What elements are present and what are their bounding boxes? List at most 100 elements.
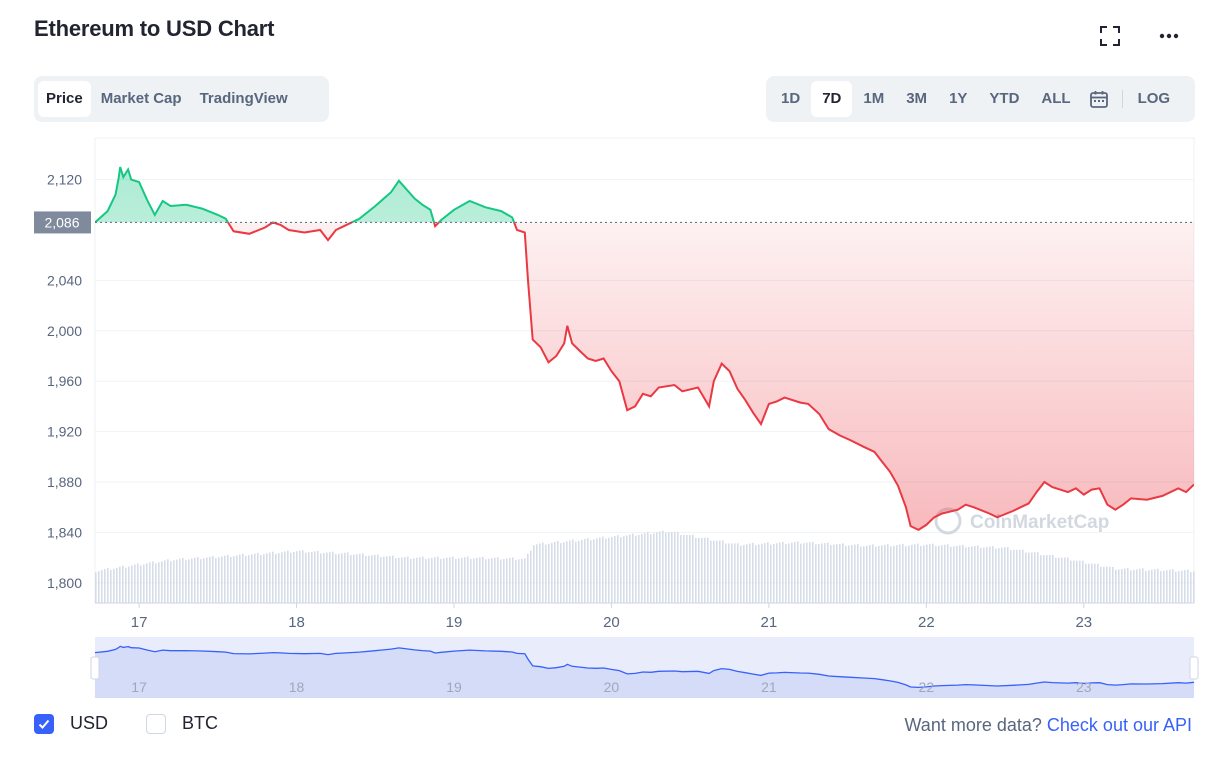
volume-bar	[725, 543, 727, 603]
volume-bar	[413, 558, 415, 603]
volume-bar	[818, 543, 820, 603]
volume-bar	[902, 543, 904, 603]
range-ytd[interactable]: YTD	[989, 90, 1020, 107]
volume-bar	[461, 557, 463, 603]
volume-bar	[599, 537, 601, 603]
calendar-icon[interactable]	[1088, 81, 1110, 117]
volume-bar	[479, 557, 481, 603]
range-1m[interactable]: 1M	[863, 90, 885, 107]
volume-bar	[530, 550, 532, 603]
x-tick-label: 21	[761, 614, 778, 631]
volume-bar	[689, 534, 691, 603]
volume-bar	[443, 558, 445, 603]
volume-bar	[1100, 566, 1102, 603]
range-3m[interactable]: 3M	[906, 90, 928, 107]
tab-tradingview[interactable]: TradingView	[199, 90, 288, 107]
volume-bar	[776, 543, 778, 603]
volume-bar	[608, 537, 610, 603]
volume-bar	[1178, 571, 1180, 603]
navigator-tick-label: 17	[131, 679, 147, 695]
volume-bar	[650, 534, 652, 603]
baseline-badge	[34, 211, 91, 234]
volume-bar	[941, 545, 943, 603]
volume-bar	[890, 546, 892, 603]
y-tick-label: 2,000	[47, 323, 82, 339]
volume-bar	[851, 545, 853, 603]
navigator-handle-right[interactable]	[1189, 656, 1199, 680]
volume-bar	[263, 554, 265, 603]
volume-bar	[401, 557, 403, 603]
volume-bar	[920, 545, 922, 603]
volume-bar	[458, 558, 460, 603]
volume-bar	[938, 545, 940, 603]
tab-market-cap[interactable]: Market Cap	[100, 90, 182, 107]
volume-bar	[1079, 560, 1081, 603]
volume-bar	[242, 553, 244, 603]
volume-bar	[899, 544, 901, 603]
volume-bar	[548, 543, 550, 603]
volume-bar	[317, 550, 319, 603]
volume-bar	[644, 533, 646, 603]
volume-bar	[1154, 569, 1156, 603]
more-icon[interactable]	[1156, 22, 1184, 50]
volume-bar	[629, 534, 631, 603]
volume-bar	[950, 546, 952, 603]
volume-bar	[422, 556, 424, 603]
range-1d[interactable]: 1D	[781, 90, 801, 107]
usd-checkbox[interactable]	[34, 713, 54, 734]
volume-bar	[659, 531, 661, 603]
volume-bar	[155, 563, 157, 603]
volume-bar	[611, 536, 613, 603]
range-7d[interactable]: 7D	[811, 81, 853, 117]
volume-bar	[605, 538, 607, 603]
volume-bar	[206, 557, 208, 603]
volume-bar	[932, 543, 934, 603]
btc-checkbox[interactable]	[146, 713, 167, 734]
volume-bar	[209, 556, 211, 603]
volume-bar	[638, 534, 640, 603]
price-line-down	[95, 222, 1194, 532]
volume-bar	[704, 537, 706, 603]
navigator-tick-label: 23	[1076, 679, 1092, 695]
volume-bar	[218, 557, 220, 603]
volume-bar	[332, 551, 334, 603]
volume-bar	[185, 560, 187, 603]
tab-price[interactable]: Price	[38, 81, 91, 117]
volume-bar	[179, 558, 181, 603]
log-toggle[interactable]: LOG	[1137, 90, 1171, 107]
volume-bar	[344, 552, 346, 603]
volume-bar	[680, 535, 682, 603]
range-all[interactable]: ALL	[1041, 90, 1071, 107]
expand-icon[interactable]	[1096, 22, 1124, 50]
volume-bar	[1166, 570, 1168, 603]
volume-bar	[260, 554, 262, 603]
baseline-label: 2,086	[44, 214, 79, 230]
volume-bar	[245, 556, 247, 603]
volume-bar	[575, 541, 577, 603]
y-tick-label: 1,960	[47, 373, 82, 389]
volume-bar	[467, 556, 469, 603]
range-1y[interactable]: 1Y	[949, 90, 968, 107]
volume-bar	[977, 545, 979, 603]
volume-bar	[1064, 557, 1066, 603]
volume-bar	[944, 544, 946, 603]
volume-bar	[860, 546, 862, 603]
volume-bar	[1193, 571, 1195, 603]
volume-bar	[536, 544, 538, 603]
api-link[interactable]: Check out our API	[1046, 715, 1192, 735]
volume-bar	[329, 552, 331, 603]
volume-bar	[272, 551, 274, 603]
volume-bar	[842, 543, 844, 603]
volume-bar	[719, 540, 721, 603]
volume-bar	[1139, 568, 1141, 603]
volume-bar	[221, 556, 223, 603]
volume-bar	[194, 557, 196, 603]
volume-bar	[695, 537, 697, 603]
navigator-handle-left[interactable]	[90, 656, 100, 680]
volume-bar	[335, 554, 337, 603]
volume-bar	[236, 555, 238, 603]
volume-bar	[542, 542, 544, 603]
volume-bar	[287, 550, 289, 603]
volume-bar	[98, 571, 100, 603]
volume-bar	[809, 542, 811, 603]
